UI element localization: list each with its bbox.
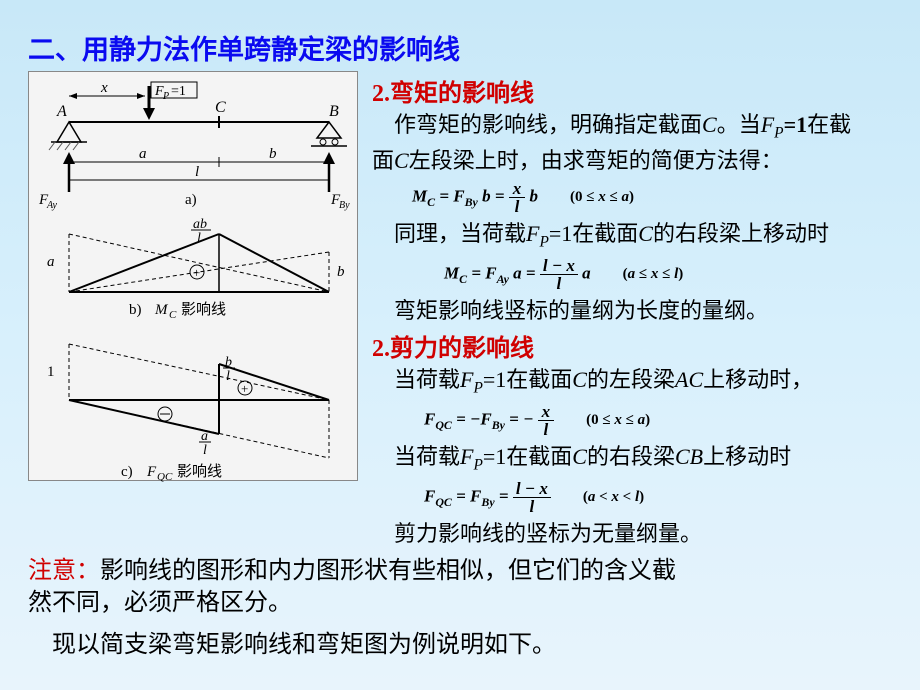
svg-text:P: P	[162, 91, 169, 102]
section-heading: 二、用静力法作单跨静定梁的影响线	[28, 28, 892, 67]
note-label: 注意：	[28, 558, 100, 584]
subheading-shear: 2.剪力的影响线	[372, 328, 892, 363]
svg-text:C: C	[169, 309, 177, 321]
svg-text:影响线: 影响线	[177, 463, 222, 480]
figure-column: F P =1 x A C B FAy	[28, 71, 368, 549]
svg-text:=1: =1	[171, 84, 186, 99]
svg-text:By: By	[339, 200, 350, 211]
para-moment-4: 弯矩影响线竖标的量纲为长度的量纲。	[372, 296, 892, 326]
fig-label-l: l	[195, 164, 199, 180]
fig-fqc-one: 1	[47, 364, 55, 380]
fig-mc-a: a	[47, 254, 55, 270]
formula-fqc-left: FQC = −FBy = − x l (0 ≤ x ≤ a)	[372, 403, 892, 438]
svg-text:+: +	[193, 265, 200, 280]
para-moment-3: 同理，当荷载FP=1在截面C的右段梁上移动时	[372, 219, 892, 253]
fig-label-a: a	[139, 146, 147, 162]
svg-text:Ay: Ay	[46, 200, 58, 211]
svg-text:M: M	[154, 302, 169, 318]
fig-label-b: b	[269, 146, 277, 162]
followup-line: 现以简支梁弯矩影响线和弯矩图为例说明如下。	[28, 624, 892, 659]
subheading-moment: 2.弯矩的影响线	[372, 73, 892, 108]
svg-text:l: l	[226, 369, 230, 384]
para-shear-1: 当荷载FP=1在截面C的左段梁AC上移动时，	[372, 365, 892, 399]
content-area: F P =1 x A C B FAy	[28, 71, 892, 549]
svg-text:+: +	[241, 381, 248, 396]
text-column: 2.弯矩的影响线 作弯矩的影响线，明确指定截面C。当FP=1在截 面C左段梁上时…	[368, 71, 892, 549]
para-shear-2: 当荷载FP=1在截面C的右段梁CB上移动时	[372, 442, 892, 476]
fig-label-A: A	[56, 103, 67, 120]
fig-label-C: C	[215, 99, 226, 116]
formula-mc-left: MC = FBy b = x l b (0 ≤ x ≤ a)	[372, 180, 892, 215]
fig-caption-a: a)	[185, 192, 197, 208]
fig-label-x: x	[100, 80, 108, 96]
svg-text:c): c)	[121, 464, 133, 480]
fig-mc-b: b	[337, 264, 345, 280]
note-block: 注意：影响线的图形和内力图形状有些相似，但它们的含义截 然不同，必须严格区分。	[28, 555, 892, 620]
svg-text:影响线: 影响线	[181, 301, 226, 318]
para-shear-3: 剪力影响线的竖标为无量纲量。	[372, 519, 892, 549]
fig-label-B: B	[329, 103, 339, 120]
svg-text:l: l	[197, 231, 201, 246]
formula-fqc-right: FQC = FBy = l − x l (a < x < l)	[372, 480, 892, 515]
para-moment-1: 作弯矩的影响线，明确指定截面C。当FP=1在截	[372, 110, 892, 144]
svg-text:QC: QC	[157, 471, 173, 482]
svg-text:b): b)	[129, 302, 142, 318]
svg-text:F: F	[146, 464, 157, 480]
para-moment-2: 面C左段梁上时，由求弯矩的简便方法得：	[372, 146, 892, 176]
svg-text:l: l	[203, 443, 207, 458]
note-text-2: 然不同，必须严格区分。	[28, 590, 292, 616]
figure-influence-lines: F P =1 x A C B FAy	[28, 71, 358, 481]
formula-mc-right: MC = FAy a = l − x l a (a ≤ x ≤ l)	[372, 257, 892, 292]
note-text-1: 影响线的图形和内力图形状有些相似，但它们的含义截	[100, 558, 676, 584]
